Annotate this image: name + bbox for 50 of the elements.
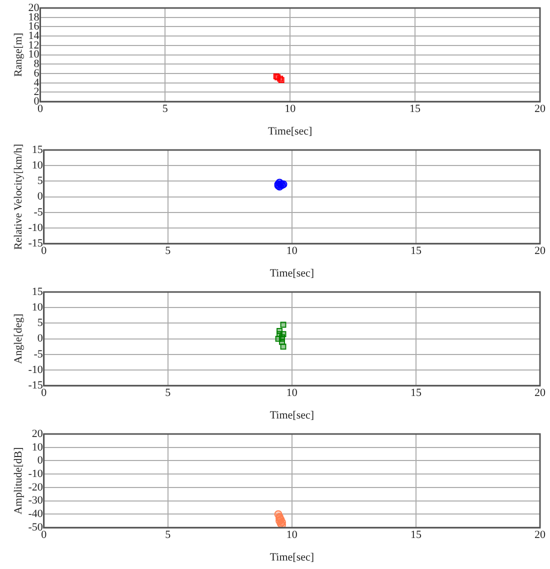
y-tick-label: 0 (37, 332, 44, 345)
x-tick-label: 15 (410, 387, 422, 400)
y-tick-label: -5 (34, 206, 44, 218)
y-tick-label: 2 (34, 86, 40, 98)
x-tick-label: 10 (286, 387, 298, 400)
x-tick-label: 10 (284, 103, 296, 116)
x-tick-label: 5 (165, 245, 172, 258)
x-axis-title: Time[sec] (270, 409, 314, 422)
y-tick-label: -10 (28, 364, 44, 376)
y-tick-label: 15 (32, 286, 44, 298)
y-tick-label: 5 (37, 317, 44, 330)
x-axis-title: Time[sec] (268, 125, 312, 138)
x-tick-label: 5 (165, 387, 172, 400)
y-tick-label: 5 (37, 175, 44, 188)
point (280, 344, 286, 350)
y-axis-title: Amplitude[dB] (12, 447, 24, 514)
x-tick-label: 5 (162, 103, 168, 116)
x-axis-title: Time[sec] (270, 551, 314, 564)
x-axis-title: Time[sec] (270, 267, 314, 280)
y-tick-label: -40 (28, 508, 44, 520)
y-axis-title: Range[m] (12, 32, 24, 77)
x-tick-label: 15 (410, 529, 422, 542)
y-tick-label: 10 (32, 301, 44, 314)
y-tick-label: 0 (37, 454, 44, 467)
x-tick-label: 20 (534, 387, 546, 400)
y-tick-label: 12 (28, 39, 40, 52)
x-tick-label: 15 (410, 103, 422, 116)
y-tick-label: -30 (28, 494, 44, 507)
y-tick-label: 18 (28, 11, 40, 24)
y-tick-label: 0 (37, 190, 44, 203)
x-tick-label: 20 (534, 245, 546, 258)
y-axis-title: Angle[deg] (12, 314, 24, 364)
y-tick-label: -5 (34, 348, 44, 360)
y-tick-label: 4 (34, 76, 40, 89)
y-tick-label: -10 (28, 468, 44, 480)
y-tick-label: 10 (32, 441, 44, 454)
y-tick-label: -20 (28, 481, 44, 494)
x-tick-label: 10 (286, 529, 298, 542)
y-tick-label: 10 (28, 48, 40, 61)
y-axis-title: Relative Velocity[km/h] (12, 144, 24, 250)
y-tick-label: 20 (32, 428, 44, 440)
x-tick-label: 20 (534, 529, 546, 542)
y-tick-label: 10 (32, 159, 44, 172)
x-tick-label: 20 (534, 103, 546, 116)
y-tick-label: 20 (28, 2, 40, 14)
x-tick-label: 10 (286, 245, 298, 258)
x-tick-label: 15 (410, 245, 422, 258)
y-tick-label: 15 (32, 144, 44, 156)
y-tick-label: -10 (28, 222, 44, 234)
x-tick-label: 5 (165, 529, 172, 542)
